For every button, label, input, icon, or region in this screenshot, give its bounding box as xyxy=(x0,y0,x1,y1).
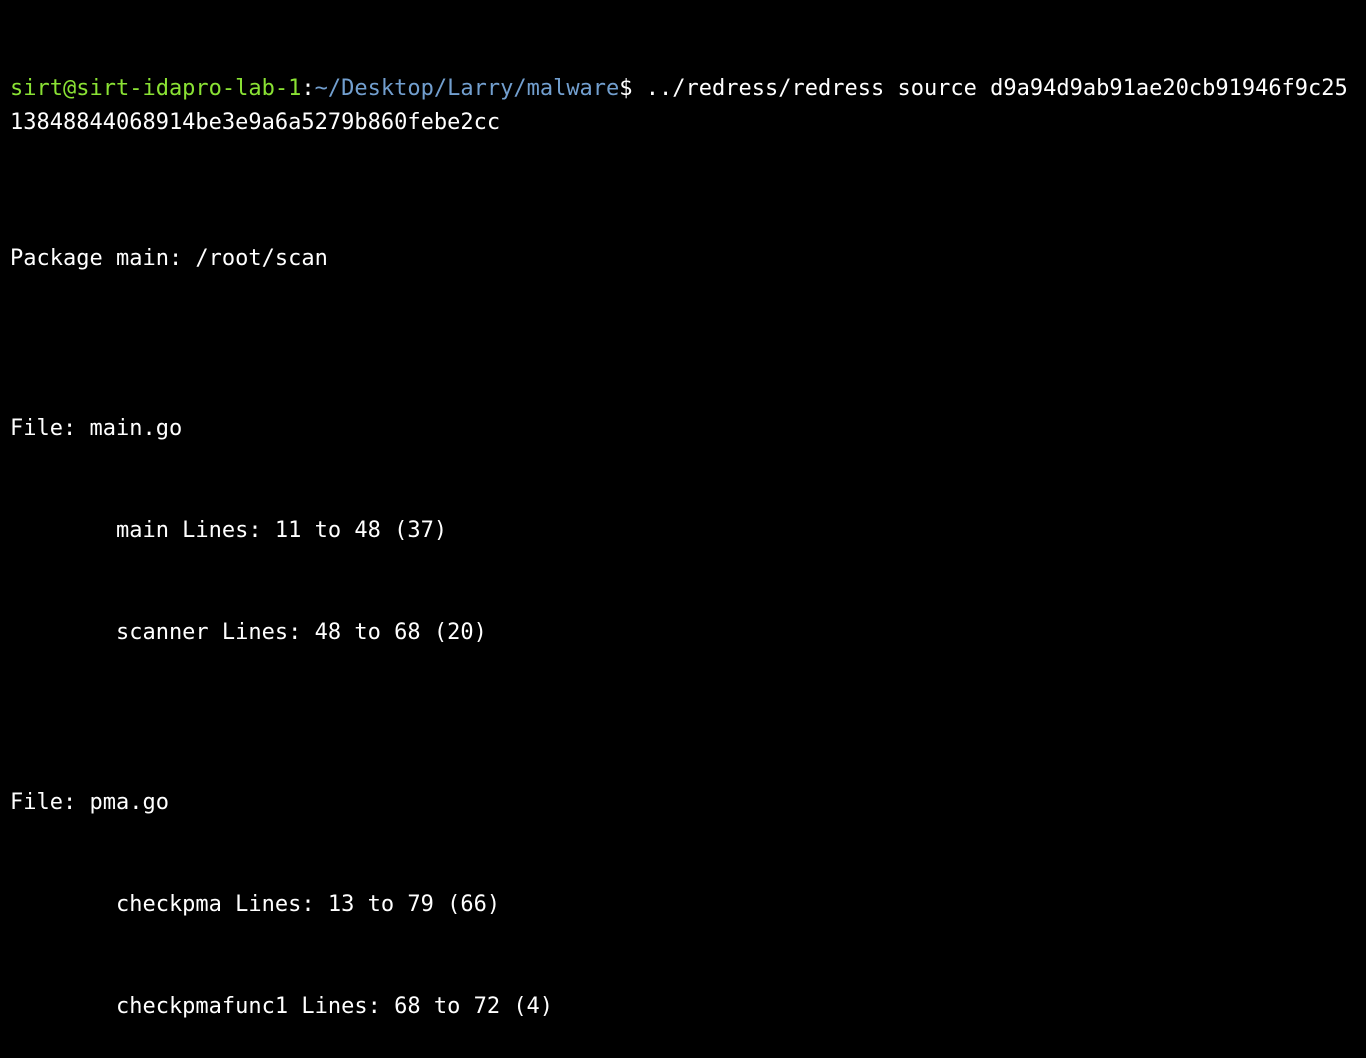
terminal-window[interactable]: sirt@sirt-idapro-lab-1:~/Desktop/Larry/m… xyxy=(0,0,1366,1058)
prompt-path: ~/Desktop/Larry/malware xyxy=(315,76,620,101)
prompt-user-host: sirt@sirt-idapro-lab-1 xyxy=(10,76,301,101)
prompt-sep1: : xyxy=(301,76,314,101)
func-line: scanner Lines: 48 to 68 (20) xyxy=(10,616,1356,650)
func-line: checkpmafunc1 Lines: 68 to 72 (4) xyxy=(10,990,1356,1024)
func-line: main Lines: 11 to 48 (37) xyxy=(10,514,1356,548)
prompt-line[interactable]: sirt@sirt-idapro-lab-1:~/Desktop/Larry/m… xyxy=(10,72,1356,140)
output-package: Package main: /root/scan xyxy=(10,242,1356,276)
prompt-sep2: $ xyxy=(619,76,632,101)
func-line: checkpma Lines: 13 to 79 (66) xyxy=(10,888,1356,922)
file-header: File: main.go xyxy=(10,412,1356,446)
file-header: File: pma.go xyxy=(10,786,1356,820)
